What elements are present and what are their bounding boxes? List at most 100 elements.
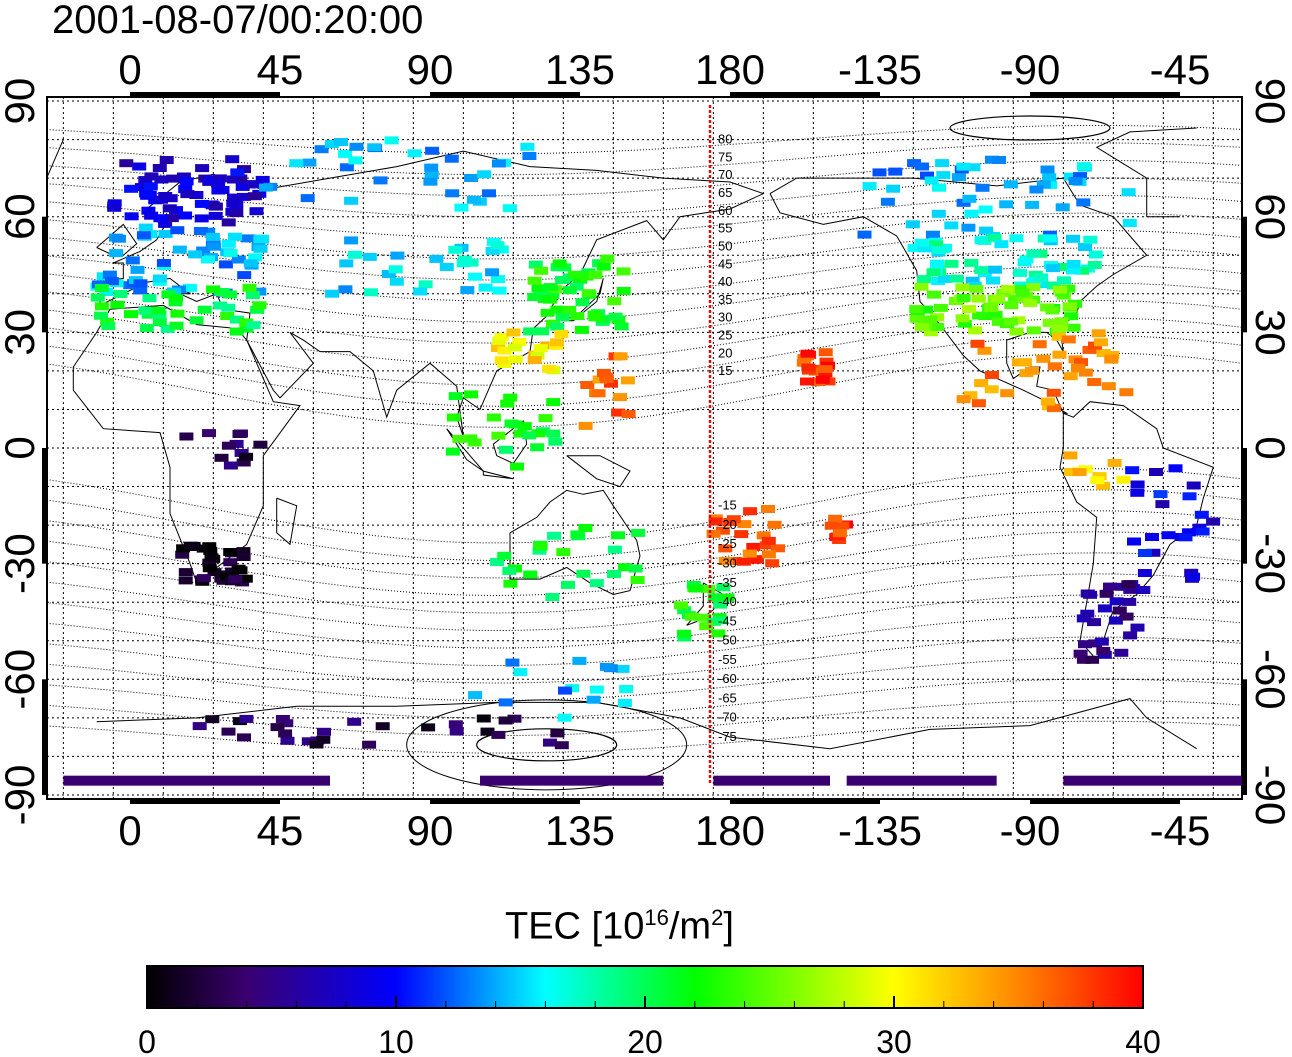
tec-point	[1003, 180, 1018, 189]
tec-point	[1121, 580, 1136, 589]
contour-label: -20	[718, 517, 737, 532]
tec-point	[720, 593, 735, 602]
tec-point	[1087, 378, 1102, 386]
tec-point	[835, 521, 850, 530]
bottom-tick-bar	[1030, 799, 1180, 804]
tec-point	[1104, 354, 1119, 363]
tec-point	[1168, 464, 1183, 473]
tec-point	[552, 259, 567, 268]
tec-point	[347, 250, 362, 259]
colorbar-label: 20	[627, 1024, 663, 1057]
tec-point	[554, 741, 569, 750]
tec-point	[349, 142, 364, 151]
tec-point	[1026, 283, 1041, 292]
left-lat-label: -30	[0, 533, 43, 594]
tec-point	[994, 240, 1009, 249]
tec-point	[172, 245, 187, 254]
top-lon-label: 135	[545, 46, 615, 93]
bottom-lon-label: 90	[407, 807, 454, 854]
tec-point	[180, 190, 195, 199]
tec-point	[168, 298, 183, 307]
tec-point	[439, 263, 454, 271]
tec-point	[339, 259, 354, 268]
tec-point	[561, 580, 575, 589]
tec-point	[761, 550, 776, 559]
tec-point	[189, 316, 204, 325]
tec-point	[1072, 468, 1087, 477]
tec-point	[1051, 332, 1066, 341]
tec-point	[94, 284, 109, 292]
tec-point	[166, 174, 181, 183]
tec-point	[503, 579, 518, 588]
tec-point	[1009, 327, 1024, 336]
north-pole-contour	[949, 115, 1111, 141]
tec-point	[1096, 349, 1111, 357]
tec-point	[923, 328, 938, 337]
tec-point	[987, 311, 1002, 320]
right-lat-label: -60	[1247, 649, 1292, 710]
tec-point	[1063, 468, 1078, 476]
tec-point	[205, 715, 220, 724]
tec-point	[236, 553, 251, 561]
mag-contour	[47, 299, 1242, 365]
contour-label: -30	[718, 556, 737, 571]
tec-point	[914, 238, 929, 247]
tec-point	[255, 175, 270, 184]
tec-point	[1042, 173, 1057, 182]
mag-contour	[47, 594, 1242, 649]
tec-point	[1109, 597, 1124, 606]
tec-point	[222, 290, 237, 299]
tec-point	[485, 246, 500, 255]
tec-point	[1080, 609, 1095, 618]
tec-point	[239, 714, 254, 723]
tec-point	[1076, 198, 1091, 207]
tec-point	[482, 189, 496, 198]
tec-point	[183, 283, 197, 292]
tec-point	[550, 322, 565, 331]
tec-point	[550, 729, 565, 738]
tec-point	[506, 328, 521, 337]
tec-point	[246, 321, 261, 330]
tec-point	[917, 275, 931, 284]
bottom-lon-label: 45	[257, 807, 304, 854]
tec-point	[101, 322, 116, 330]
antarctic-tec-band	[846, 775, 997, 786]
tec-point	[964, 209, 979, 218]
tec-point	[968, 326, 983, 335]
tec-point	[857, 230, 872, 239]
tec-point	[674, 601, 688, 610]
tec-point	[558, 686, 572, 695]
tec-point	[828, 514, 843, 523]
tec-point	[220, 312, 235, 320]
tec-point	[113, 290, 128, 298]
tec-point	[611, 531, 625, 540]
tec-point	[935, 159, 950, 168]
tec-point	[756, 531, 771, 540]
tec-point	[229, 315, 244, 324]
tec-point	[568, 270, 583, 279]
tec-point	[907, 159, 922, 168]
tec-point	[1114, 648, 1129, 657]
tec-point	[962, 194, 977, 203]
tec-point	[1078, 368, 1093, 377]
tec-point	[195, 164, 210, 173]
tec-point	[1004, 301, 1019, 310]
tec-point	[545, 291, 560, 300]
tec-point	[202, 564, 217, 573]
tec-point	[550, 338, 565, 347]
tec-point	[246, 180, 260, 189]
tec-point	[706, 617, 721, 626]
tec-point	[1186, 481, 1201, 490]
tec-point	[1017, 358, 1032, 367]
tec-point	[1127, 537, 1141, 546]
mag-contour	[47, 699, 1242, 736]
tec-point	[230, 168, 245, 177]
tec-point	[1099, 589, 1114, 598]
tec-point	[449, 727, 464, 736]
tec-point	[565, 684, 580, 693]
tec-point	[344, 196, 359, 205]
antarctic-tec-band	[480, 775, 664, 786]
tec-point	[969, 284, 984, 293]
tec-point	[535, 327, 550, 336]
tec-point	[448, 392, 463, 401]
